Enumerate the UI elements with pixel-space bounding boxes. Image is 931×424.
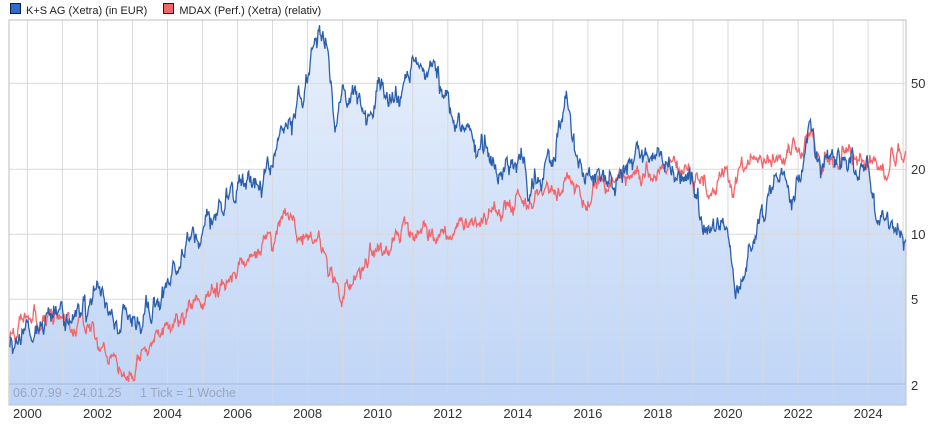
svg-text:20: 20 <box>911 162 925 177</box>
svg-text:2006: 2006 <box>223 406 252 421</box>
svg-text:06.07.99 - 24.01.25: 06.07.99 - 24.01.25 <box>13 386 121 400</box>
svg-text:2: 2 <box>911 378 918 393</box>
svg-text:2010: 2010 <box>363 406 392 421</box>
svg-text:5: 5 <box>911 292 918 307</box>
svg-text:2000: 2000 <box>13 406 42 421</box>
svg-text:10: 10 <box>911 227 925 242</box>
svg-text:2004: 2004 <box>153 406 182 421</box>
svg-text:2020: 2020 <box>714 406 743 421</box>
svg-text:2008: 2008 <box>293 406 322 421</box>
svg-text:2018: 2018 <box>643 406 672 421</box>
svg-text:2014: 2014 <box>503 406 532 421</box>
svg-text:2016: 2016 <box>573 406 602 421</box>
svg-text:50: 50 <box>911 76 925 91</box>
svg-text:2024: 2024 <box>854 406 883 421</box>
svg-text:1 Tick = 1 Woche: 1 Tick = 1 Woche <box>140 386 236 400</box>
svg-text:2012: 2012 <box>433 406 462 421</box>
svg-text:2022: 2022 <box>784 406 813 421</box>
svg-text:2002: 2002 <box>83 406 112 421</box>
